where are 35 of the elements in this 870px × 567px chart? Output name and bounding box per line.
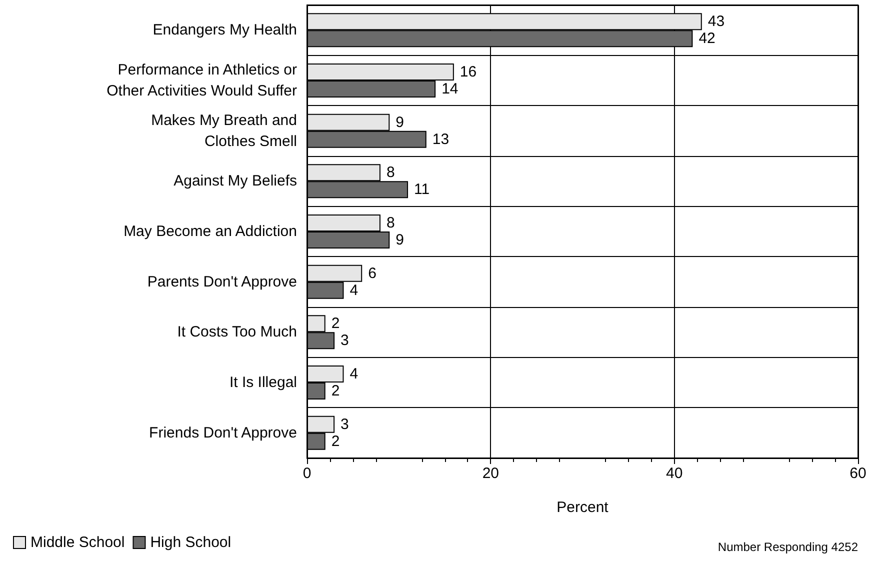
x-tick-label: 40 [666,465,683,482]
x-tick-label: 0 [302,465,312,482]
data-label: 9 [396,114,404,131]
data-label: 2 [331,382,340,400]
data-label: 9 [396,232,404,248]
legend-label: High School [150,534,232,551]
data-label: 6 [368,264,376,282]
y-tick-label: Performance in Athletics or Other Activities Would Suffer [106,62,297,100]
data-label: 3 [340,332,349,350]
y-tick-label: Makes My Breath and Clothes Smell [151,112,297,150]
data-label: 43 [708,13,725,30]
data-label: 42 [698,30,716,48]
data-label: 2 [331,432,340,450]
data-label: 16 [460,64,477,80]
y-tick-label: Friends Don't Approve [149,424,297,442]
x-tick-label: 60 [850,465,866,482]
legend-label: Middle School [30,534,125,551]
y-tick-label: Against My Beliefs [174,172,297,190]
data-label: 14 [442,80,458,98]
data-label: 2 [331,315,340,332]
x-axis-title: Percent [556,499,610,516]
text: Number Responding 4252 [718,540,858,554]
y-tick-label: It Is Illegal [229,374,297,391]
y-tick-label: It Costs Too Much [177,324,297,341]
y-tick-label: May Become an Addiction [124,223,297,240]
x-tick-label: 20 [482,465,500,482]
data-label: 8 [386,164,395,182]
data-label: 3 [340,416,349,433]
data-label: 8 [386,214,395,232]
y-tick-label: Endangers My Health [152,22,297,39]
data-label: 4 [350,366,358,382]
data-label: 4 [350,282,358,299]
y-tick-label: Parents Don't Approve [147,273,297,290]
data-label: 11 [414,181,430,198]
data-label: 13 [432,130,450,148]
